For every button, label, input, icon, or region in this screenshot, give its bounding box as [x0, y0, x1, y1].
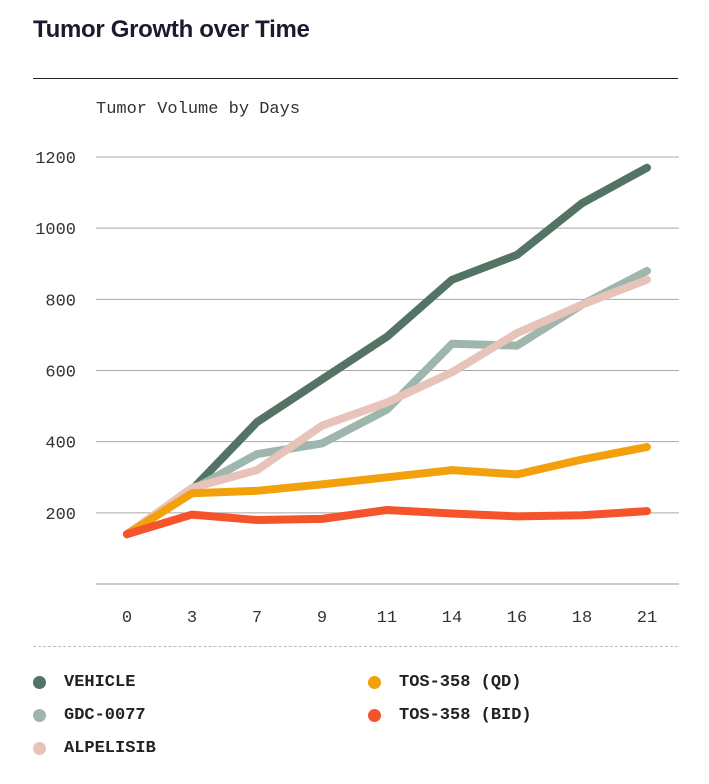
legend-item-vehicle: VEHICLE	[33, 670, 135, 694]
y-tick-label: 200	[45, 506, 76, 525]
x-tick-label: 9	[317, 609, 327, 628]
series-line-tos-358-bid	[123, 506, 651, 539]
line-chart: 200 400 600 800 1000 1200 0 3 7 9 11 14 16 18 21	[35, 150, 679, 628]
x-tick-label: 7	[252, 609, 262, 628]
x-tick-label: 18	[572, 609, 592, 628]
legend-swatch	[368, 675, 381, 689]
legend-label: ALPELISIB	[64, 738, 156, 758]
legend-swatch	[33, 741, 46, 755]
legend-swatch	[33, 675, 46, 689]
title-divider	[33, 78, 678, 79]
legend-divider	[33, 646, 678, 647]
chart-subtitle: Tumor Volume by Days	[96, 100, 301, 119]
series-line-tos-358-qd	[123, 443, 651, 539]
y-tick-label: 800	[45, 292, 76, 311]
y-tick-label: 1000	[35, 221, 76, 240]
x-tick-label: 16	[507, 609, 527, 628]
legend-label: TOS-358 (BID)	[399, 705, 532, 725]
legend-label: GDC-0077	[64, 705, 146, 725]
legend-label: VEHICLE	[64, 672, 136, 692]
series-line-alpelisib	[123, 275, 651, 539]
legend-swatch	[368, 708, 381, 722]
y-tick-label: 600	[45, 364, 76, 383]
legend-swatch	[33, 708, 46, 722]
chart-title: Tumor Growth over Time	[33, 16, 310, 43]
legend-label: TOS-358 (QD)	[399, 672, 522, 692]
legend-item-alpelisib: ALPELISIB	[33, 736, 156, 760]
series-line-vehicle	[123, 163, 651, 539]
legend-item-tos-358-bid: TOS-358 (BID)	[368, 703, 532, 727]
y-tick-label: 400	[45, 435, 76, 454]
x-tick-label: 3	[187, 609, 197, 628]
legend-item-tos-358-qd: TOS-358 (QD)	[368, 670, 521, 694]
x-tick-label: 21	[637, 609, 657, 628]
y-tick-label: 1200	[35, 150, 76, 169]
x-tick-label: 14	[442, 609, 462, 628]
x-tick-label: 11	[377, 609, 397, 628]
legend-item-gdc-0077: GDC-0077	[33, 703, 146, 727]
x-tick-label: 0	[122, 609, 132, 628]
